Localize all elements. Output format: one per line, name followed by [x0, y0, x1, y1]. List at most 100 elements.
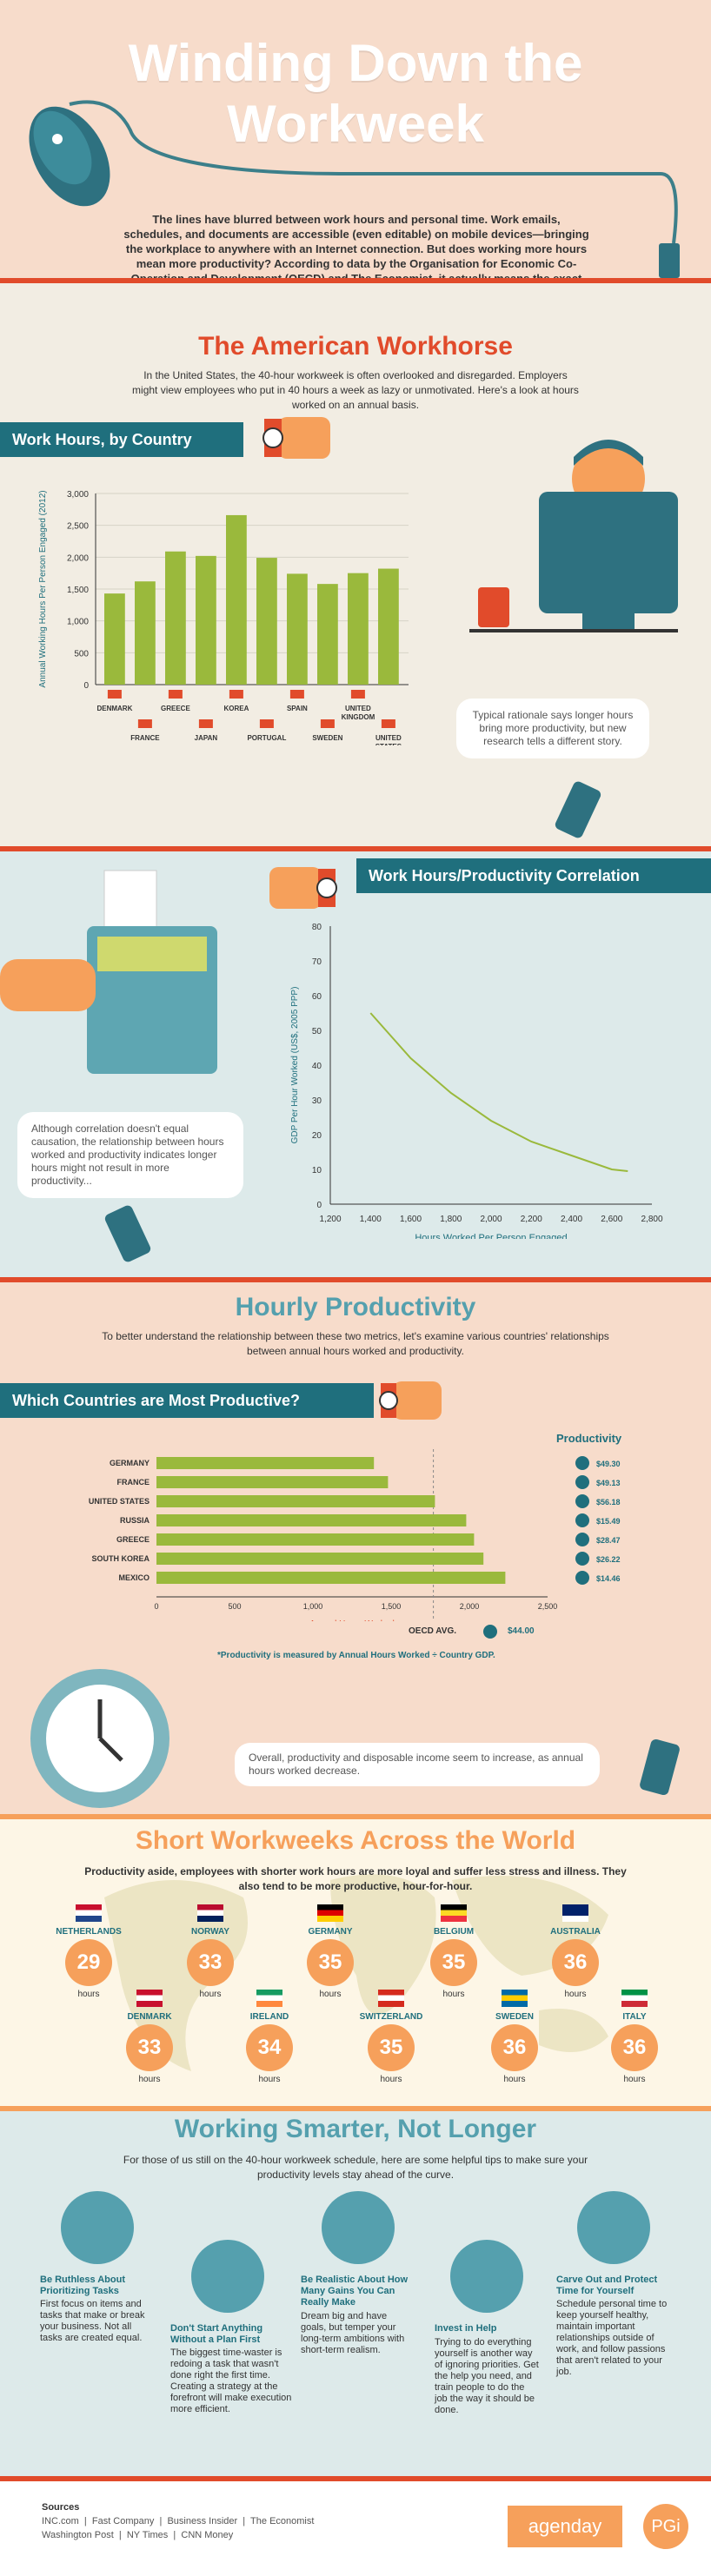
bar: [317, 584, 338, 685]
hourly-speech-bubble: Overall, productivity and disposable inc…: [235, 1743, 600, 1786]
country-name: DENMARK: [127, 2012, 172, 2022]
workhorse-text: In the United States, the 40-hour workwe…: [132, 369, 579, 411]
x-tick-label: SWEDEN: [312, 734, 342, 742]
divider: [0, 1277, 711, 1282]
series-line: [369, 1012, 628, 1172]
country-name: SWEDEN: [495, 2012, 534, 2022]
x-tick-label: 1,500: [382, 1602, 402, 1611]
x-axis-label: Hours Worked Per Person Engaged: [415, 1233, 567, 1239]
productivity-dot: [575, 1494, 589, 1508]
hand-watch-icon: [262, 417, 330, 459]
productivity-dot: [575, 1513, 589, 1527]
flag-icon: [378, 1990, 404, 2007]
divider: [0, 2476, 711, 2481]
worker-computer-illustration: [469, 440, 678, 632]
pgi-logo[interactable]: PGi: [643, 2504, 688, 2549]
flag-icon: [168, 690, 183, 699]
country-name: IRELAND: [249, 2012, 289, 2022]
y-tick-label: 1,500: [67, 586, 89, 595]
bar: [256, 558, 277, 685]
productivity-value: $49.30: [596, 1460, 621, 1468]
y-tick-label: 50: [312, 1027, 322, 1036]
clipboard-icon: [191, 2240, 264, 2313]
bar: [196, 555, 216, 685]
bar: [165, 551, 186, 685]
hours-value: 34: [246, 2024, 293, 2071]
y-tick-label: 500: [74, 649, 89, 659]
header-section: Winding Down the Workweek The lines have …: [0, 0, 711, 278]
country-name: SWITZERLAND: [359, 2012, 423, 2022]
y-tick-label: 0: [316, 1201, 322, 1210]
team-icon: [450, 2240, 523, 2313]
productivity-bar-label: Which Countries are Most Productive?: [0, 1383, 374, 1418]
hours-label: hours: [380, 2075, 402, 2084]
flag-icon: [136, 1990, 163, 2007]
work-hours-bar-label: Work Hours, by Country: [0, 422, 243, 457]
hourly-text: To better understand the relationship be…: [102, 1330, 609, 1357]
country-name: NETHERLANDS: [56, 1927, 122, 1937]
smarter-title: Working Smarter, Not Longer: [174, 2115, 537, 2143]
bar: [348, 573, 369, 685]
bar: [287, 573, 308, 685]
productivity-dot: [575, 1456, 589, 1470]
x-tick-label: JAPAN: [195, 734, 218, 742]
tip-title: Invest in Help: [435, 2323, 497, 2334]
x-tick-label: 1,800: [440, 1215, 462, 1224]
tip-text: The biggest time-waster is redoing a tas…: [170, 2348, 292, 2414]
y-tick-label: 70: [312, 957, 322, 967]
flag-icon: [76, 1904, 102, 1922]
y-tick-label: 20: [312, 1131, 322, 1141]
hours-value: 36: [611, 2024, 658, 2071]
tip-title: Don't Start Anything Without a Plan Firs…: [170, 2323, 263, 2345]
x-tick-label: 2,000: [460, 1602, 480, 1611]
hours-value: 29: [65, 1939, 112, 1986]
intro-text: The lines have blurred between work hour…: [123, 213, 589, 278]
productivity-dot: [575, 1533, 589, 1546]
workhorse-section: The American Workhorse In the United Sta…: [0, 283, 711, 846]
sources-label: Sources: [42, 2502, 80, 2513]
tip-title: Carve Out and Protect Time for Yourself: [556, 2275, 658, 2296]
divider: [0, 846, 711, 851]
y-tick-label: 60: [312, 992, 322, 1002]
y-tick-label: 1,000: [67, 618, 89, 627]
productivity-dot: [575, 1552, 589, 1566]
bar: [156, 1553, 484, 1565]
bar: [156, 1457, 375, 1469]
x-tick-label: KOREA: [223, 705, 249, 712]
correlation-chart: 0 10 20 30 40 50 60 70 80 1,200 1,400 1,600 1,800 2,0…: [290, 923, 663, 1239]
workhorse-title: The American Workhorse: [198, 332, 513, 361]
tip-title: Be Ruthless About Prioritizing Tasks: [40, 2275, 125, 2296]
hours-label: hours: [442, 1990, 465, 1999]
hours-value: 33: [126, 2024, 173, 2071]
flag-icon: [502, 1990, 528, 2007]
bar: [135, 581, 156, 685]
x-tick-label: 0: [154, 1602, 158, 1611]
flag-icon: [562, 1904, 588, 1922]
correlation-speech-bubble: Although correlation doesn't equal causa…: [17, 1112, 243, 1198]
productivity-value: $56.18: [596, 1498, 621, 1507]
x-tick-label: FRANCE: [130, 734, 160, 742]
y-tick-label: 0: [83, 681, 89, 691]
phone-icon: [104, 1205, 151, 1262]
flag-icon: [441, 1904, 467, 1922]
x-tick-label: UNITED: [345, 705, 371, 712]
hours-label: hours: [623, 2075, 646, 2084]
phone-icon: [555, 781, 601, 838]
y-tick-label: FRANCE: [117, 1478, 150, 1487]
sources-line2: Washington Post | NY Times | CNN Money: [42, 2530, 234, 2540]
flag-icon: [381, 719, 395, 728]
agenday-logo[interactable]: agenday: [508, 2506, 622, 2547]
oecd-dot: [483, 1625, 497, 1639]
bar: [156, 1533, 475, 1546]
x-tick-label: 2,500: [538, 1602, 558, 1611]
y-axis-label: GDP Per Hour Worked (US$, 2005 PPP): [290, 987, 300, 1144]
country-name: AUSTRALIA: [550, 1927, 601, 1937]
x-tick-label: 2,200: [521, 1215, 542, 1224]
flag-icon: [198, 719, 213, 728]
country-name: BELGIUM: [433, 1927, 475, 1937]
short-title: Short Workweeks Across the World: [135, 1826, 576, 1855]
flag-icon: [289, 690, 304, 699]
sources-line1: INC.com | Fast Company | Business Inside…: [42, 2516, 315, 2526]
bar: [156, 1572, 506, 1584]
x-tick-label: GREECE: [161, 705, 190, 712]
